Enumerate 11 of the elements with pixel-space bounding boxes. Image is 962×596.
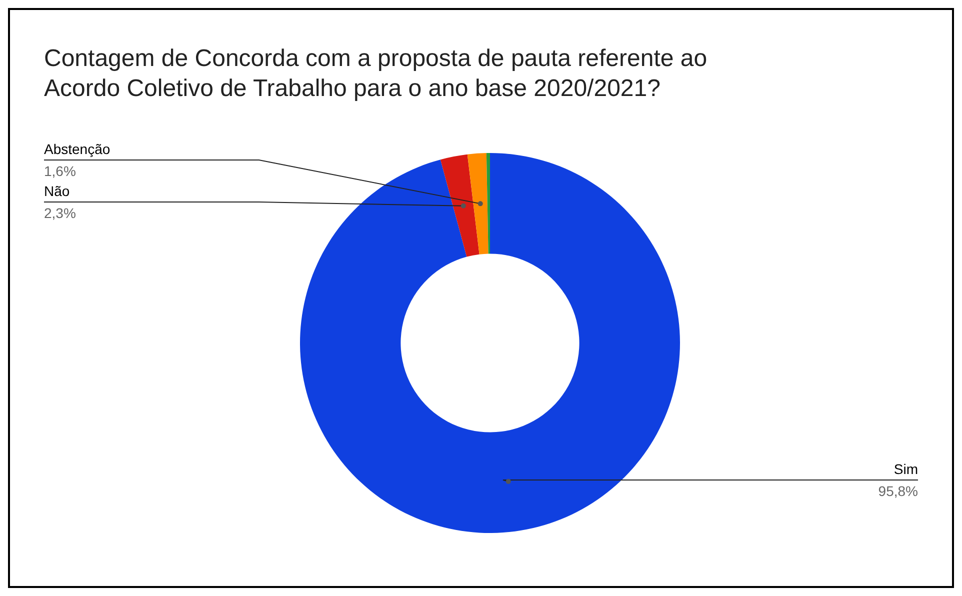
donut-slice [300,153,680,533]
donut-slice [486,153,490,254]
slice-label: Abstenção [44,141,110,157]
donut-slice [440,154,480,257]
data-label: 95,8% [878,483,918,499]
slice-label: Sim [894,461,918,477]
chart-title: Contagem de Concorda com a proposta de pauta referente ao Acordo Coletivo de Trabalho para o ano base 2020/2021? [44,45,708,102]
donut-slice [467,153,488,254]
data-label: 2,3% [44,205,76,221]
data-label: 1,6% [44,163,76,179]
slice-label: Não [44,183,70,199]
